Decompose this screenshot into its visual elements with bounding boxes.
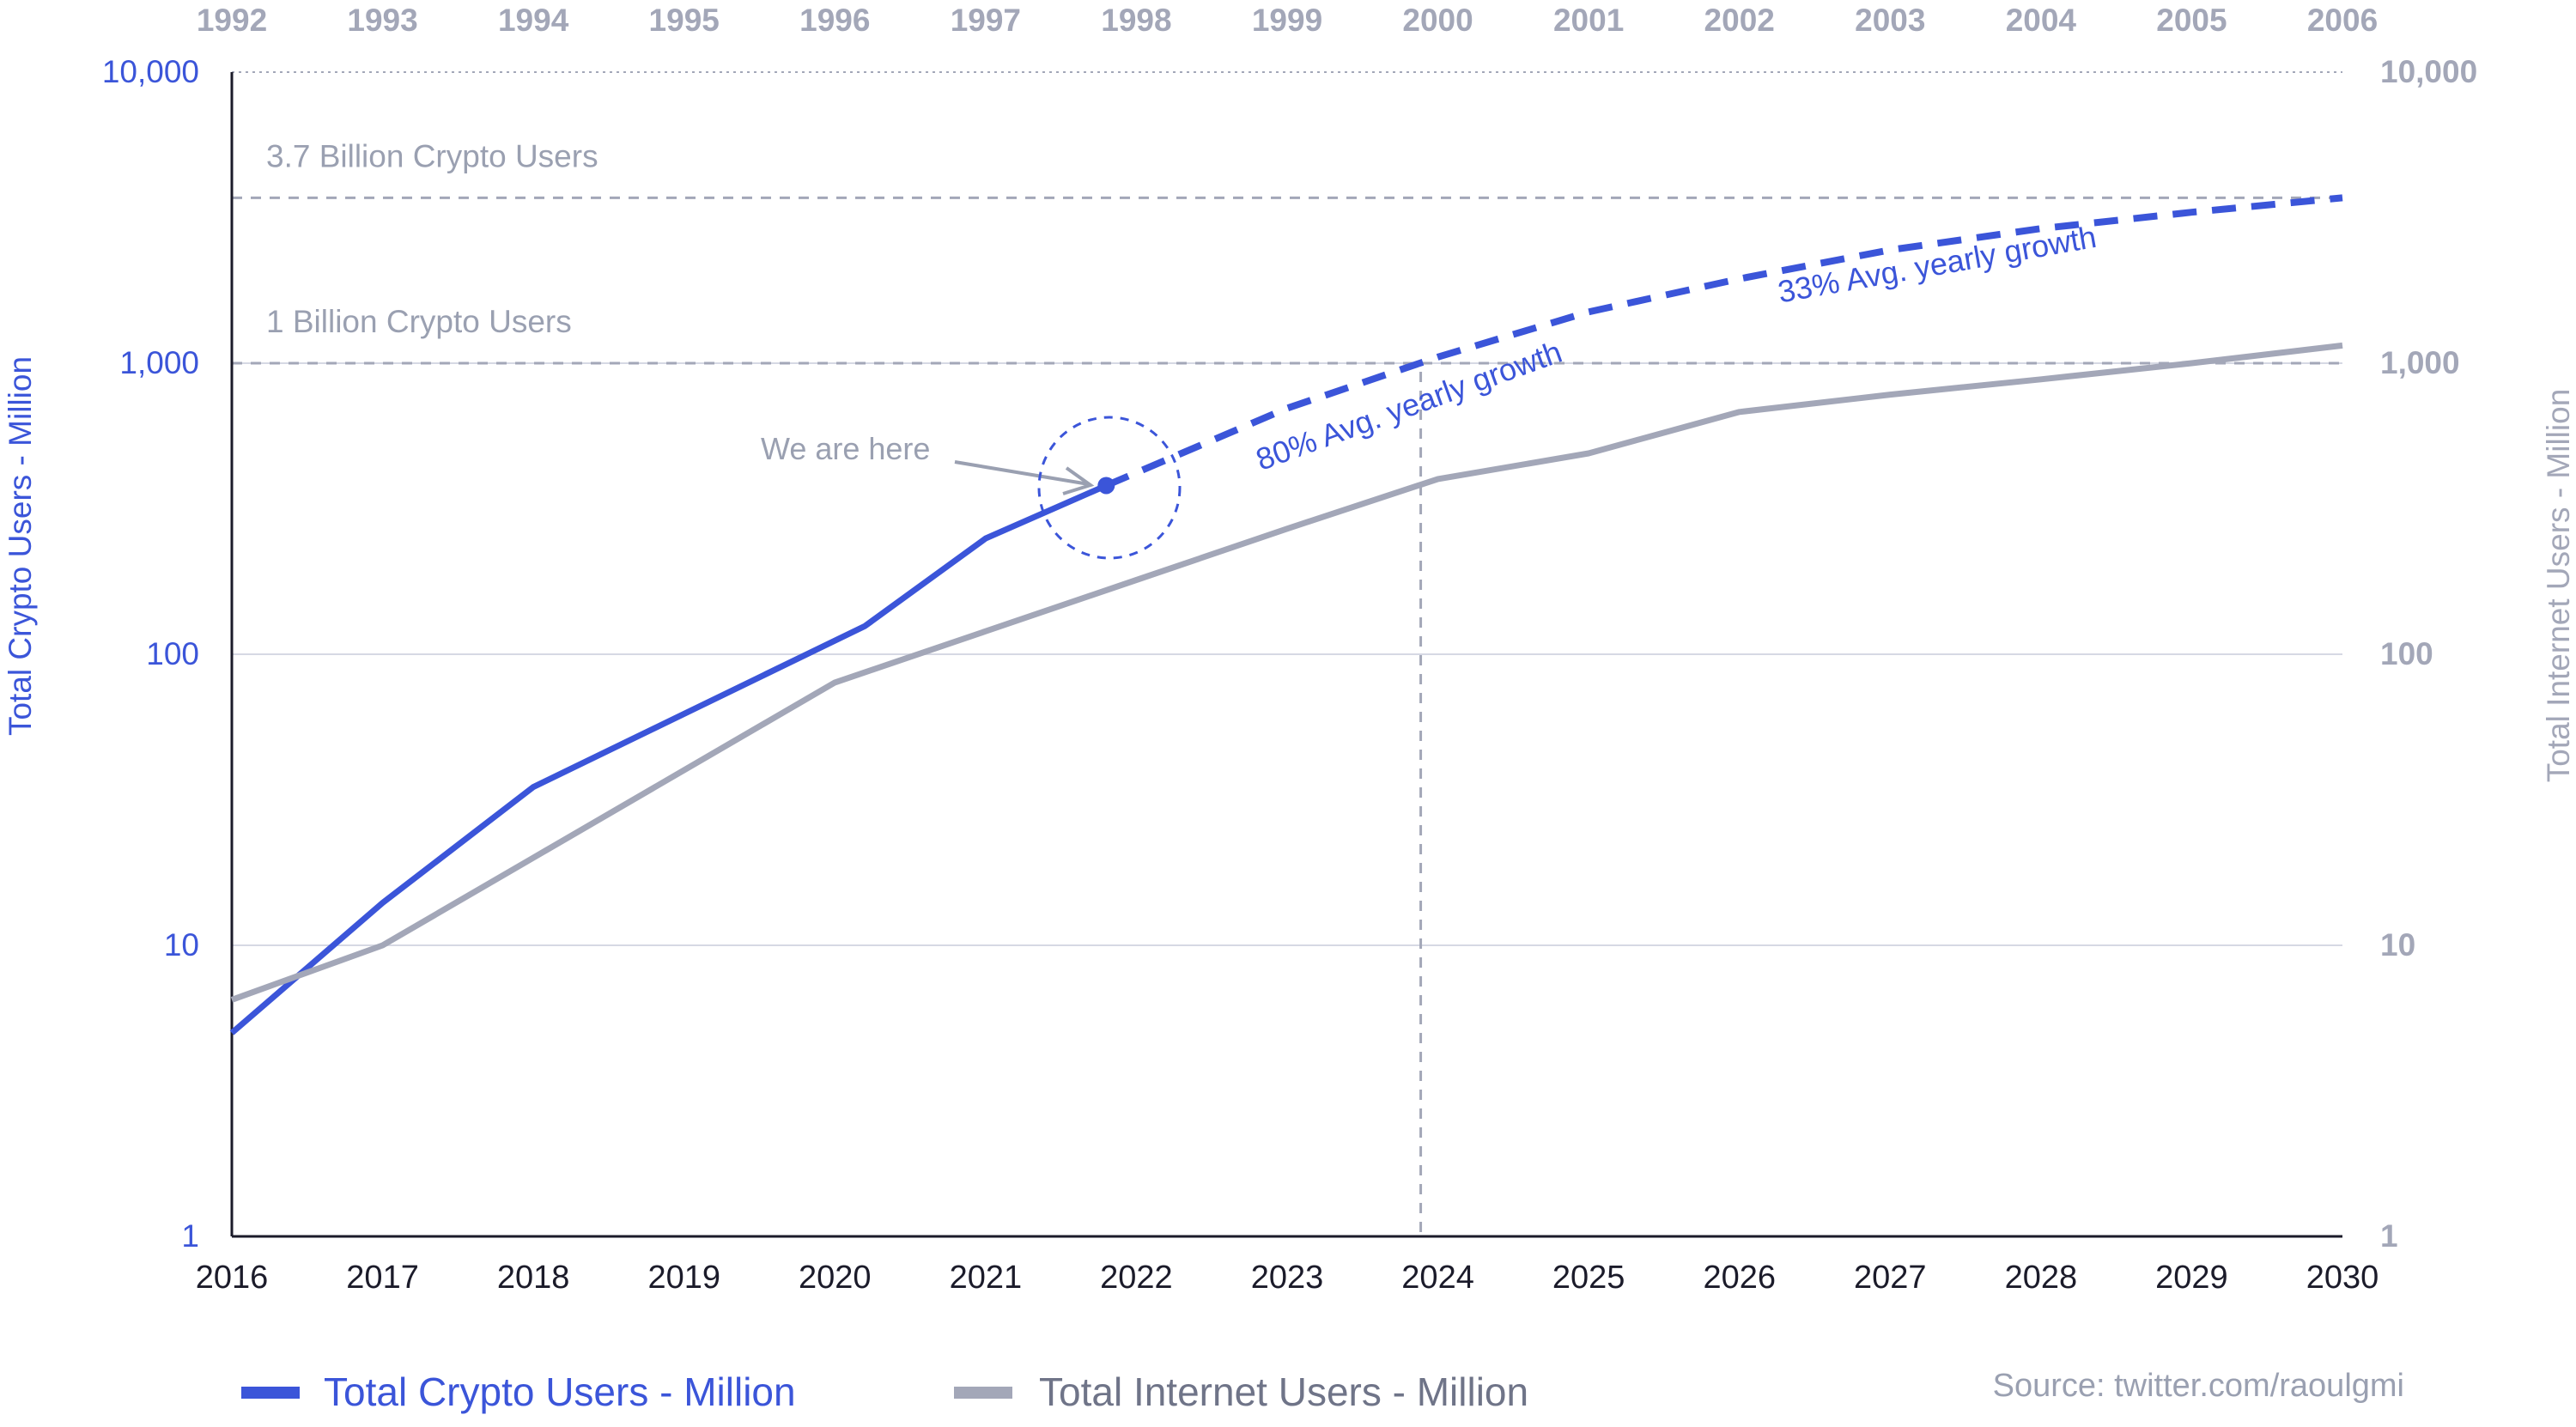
axes xyxy=(230,72,2342,1238)
y-right-tick-label: 100 xyxy=(2380,636,2433,671)
series-internet-line xyxy=(230,342,2343,1003)
x-top-tick-label: 2006 xyxy=(2307,3,2378,38)
y-left-axis-title: Total Crypto Users - Million xyxy=(3,356,38,736)
x-top-ticks: 1992 1993 1994 1995 1996 1997 1998 1999 2000 2001… xyxy=(197,3,2378,38)
x-top-tick-label: 1992 xyxy=(197,3,267,38)
y-right-ticks: 1 10 100 1,000 10,000 xyxy=(2380,54,2477,1254)
x-bottom-tick-label: 2027 xyxy=(1854,1260,1927,1296)
x-top-tick-label: 1996 xyxy=(799,3,870,38)
legend-label-crypto: Total Crypto Users - Million xyxy=(324,1369,796,1414)
source-note: Source: twitter.com/raoulgmi xyxy=(1993,1368,2404,1404)
x-top-tick-label: 2003 xyxy=(1855,3,1925,38)
legend: Total Crypto Users - Million Total Inter… xyxy=(241,1369,1528,1414)
y-left-tick-label: 10,000 xyxy=(102,54,199,89)
x-bottom-tick-label: 2020 xyxy=(799,1260,872,1296)
x-bottom-tick-label: 2024 xyxy=(1401,1260,1474,1296)
reference-line-label-0: 3.7 Billion Crypto Users xyxy=(266,138,598,173)
x-bottom-tick-label: 2029 xyxy=(2155,1260,2228,1296)
x-bottom-ticks: 2016 2017 2018 2019 2020 2021 2022 2023 2024 2025… xyxy=(196,1260,2379,1296)
we-are-here-point xyxy=(1097,477,1115,495)
x-bottom-tick-label: 2021 xyxy=(950,1260,1023,1296)
x-top-tick-label: 1993 xyxy=(347,3,417,38)
x-bottom-tick-label: 2019 xyxy=(647,1260,720,1296)
x-bottom-tick-label: 2016 xyxy=(196,1260,269,1296)
x-bottom-tick-label: 2017 xyxy=(346,1260,419,1296)
x-bottom-tick-label: 2026 xyxy=(1703,1260,1776,1296)
x-top-tick-label: 1999 xyxy=(1252,3,1322,38)
y-right-tick-label: 10,000 xyxy=(2380,54,2477,89)
we-are-here-arrow-head xyxy=(1062,466,1095,495)
we-are-here-annotation: We are here xyxy=(761,416,1182,560)
y-right-tick-label: 10 xyxy=(2380,927,2415,962)
y-left-tick-label: 1,000 xyxy=(119,345,199,380)
y-right-tick-label: 1 xyxy=(2380,1218,2398,1254)
legend-label-internet: Total Internet Users - Million xyxy=(1039,1369,1528,1414)
y-left-tick-label: 1 xyxy=(181,1218,199,1254)
y-right-axis-title: Total Internet Users - Million xyxy=(2541,389,2576,783)
we-are-here-arrow-shaft xyxy=(954,460,1090,486)
x-bottom-tick-label: 2018 xyxy=(497,1260,570,1296)
y-left-ticks: 1 10 100 1,000 10,000 xyxy=(102,54,199,1254)
reference-lines: 3.7 Billion Crypto Users 1 Billion Crypto… xyxy=(232,138,2342,1236)
x-bottom-tick-label: 2028 xyxy=(2005,1260,2078,1296)
we-are-here-dashed-circle xyxy=(1037,416,1182,560)
x-top-tick-label: 1994 xyxy=(498,3,569,38)
x-bottom-tick-label: 2025 xyxy=(1552,1260,1625,1296)
legend-swatch-crypto xyxy=(241,1387,300,1399)
series-layer xyxy=(229,194,2343,1035)
legend-swatch-internet xyxy=(954,1387,1012,1399)
y-left-tick-label: 100 xyxy=(146,636,199,671)
x-top-tick-label: 2001 xyxy=(1553,3,1624,38)
grid-layer xyxy=(232,71,2342,946)
x-bottom-tick-label: 2023 xyxy=(1251,1260,1324,1296)
we-are-here-label: We are here xyxy=(761,431,930,466)
x-top-tick-label: 2000 xyxy=(1402,3,1473,38)
x-top-tick-label: 1998 xyxy=(1101,3,1171,38)
y-left-tick-label: 10 xyxy=(164,927,199,962)
x-top-tick-label: 1995 xyxy=(649,3,720,38)
y-right-tick-label: 1,000 xyxy=(2380,345,2460,380)
x-top-tick-label: 2002 xyxy=(1704,3,1775,38)
x-bottom-tick-label: 2022 xyxy=(1100,1260,1173,1296)
series-crypto-projection-line xyxy=(1104,194,2343,489)
reference-line-label-1: 1 Billion Crypto Users xyxy=(266,304,572,339)
x-top-tick-label: 1997 xyxy=(951,3,1021,38)
x-bottom-tick-label: 2030 xyxy=(2306,1260,2379,1296)
x-top-tick-label: 2005 xyxy=(2156,3,2227,38)
x-top-tick-label: 2004 xyxy=(2006,3,2077,38)
series-crypto-line xyxy=(229,483,1108,1035)
